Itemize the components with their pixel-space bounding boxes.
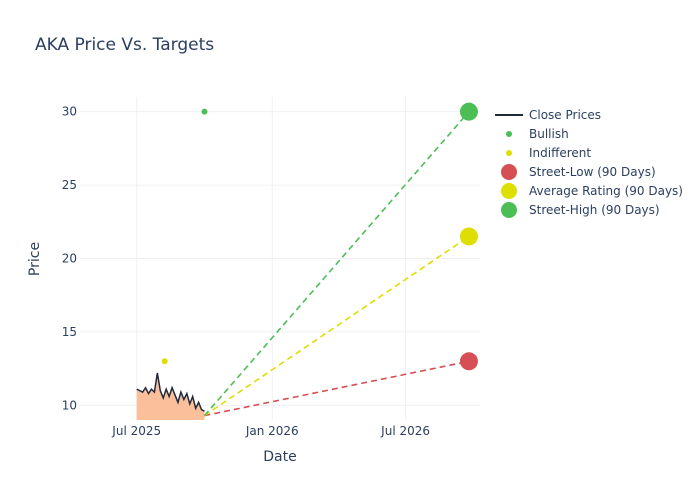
y-axis-title: Price [27,242,43,276]
target-line [203,111,470,417]
target-line [204,360,470,417]
close-price-area [136,373,205,420]
x-tick-label: Jul 2025 [111,424,161,438]
legend-swatch [506,150,512,156]
y-tick-label: 10 [62,398,77,412]
legend-swatch [506,131,512,137]
target-marker[interactable] [459,227,478,246]
x-tick-label: Jan 2026 [245,424,299,438]
points-layer [161,102,478,371]
target-lines [203,111,470,417]
legend-label[interactable]: Street-Low (90 Days) [529,165,656,179]
rating-point[interactable] [161,358,168,365]
close-line-layer [136,372,205,412]
y-tick-label: 15 [62,325,77,339]
legend-label[interactable]: Street-High (90 Days) [529,203,660,217]
chart-title: AKA Price Vs. Targets [35,35,214,55]
y-tick-label: 25 [62,178,77,192]
y-tick-label: 30 [62,105,77,119]
legend-label[interactable]: Close Prices [529,108,601,122]
legend-label[interactable]: Average Rating (90 Days) [529,184,683,198]
legend[interactable]: Close Prices Bullish Indifferent Street-Low… [495,108,683,218]
target-line [204,235,470,417]
legend-label[interactable]: Indifferent [529,146,591,160]
legend-label[interactable]: Bullish [529,127,569,141]
grid-layer [80,97,480,420]
y-tick-label: 20 [62,252,77,266]
legend-swatch [501,183,517,199]
target-marker[interactable] [459,102,478,121]
close-price-line [136,372,205,412]
rating-point[interactable] [201,108,208,115]
x-tick-label: Jul 2026 [380,424,430,438]
x-axis-title: Date [263,449,296,465]
target-marker[interactable] [459,352,478,371]
area-layer [136,373,205,420]
tick-labels: 10 15 20 25 30 Jul 2025 Jan 2026 Jul 2026 [62,105,430,438]
legend-swatch [501,164,517,180]
legend-swatch [501,202,517,218]
